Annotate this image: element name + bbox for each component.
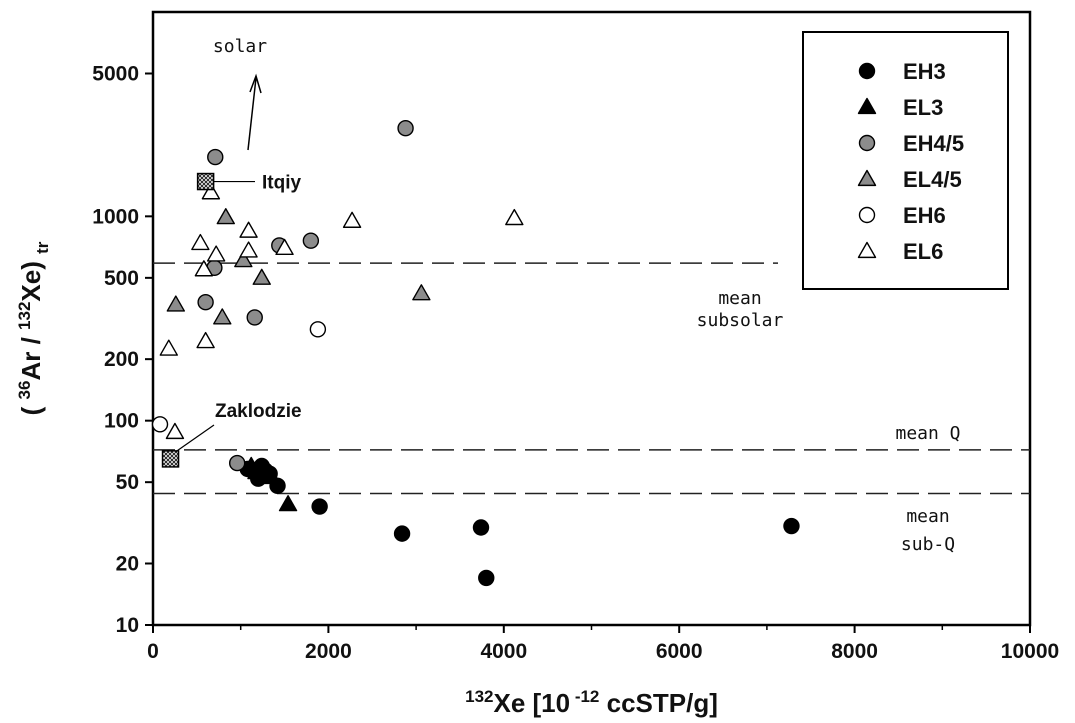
point-el6	[201, 183, 221, 200]
leader-line-zaklodzie	[175, 424, 215, 453]
point-el6	[196, 331, 215, 349]
point-eh3	[478, 569, 495, 587]
x-tick-label: 0	[147, 640, 159, 663]
y-tick-label: 50	[116, 471, 139, 494]
reference-label-mean-sub-q: sub-Q	[901, 534, 955, 555]
reference-label-mean-sub-q: mean	[906, 506, 949, 527]
point-el6	[159, 339, 178, 356]
point-eh3	[393, 525, 411, 542]
point-el4-5	[166, 295, 186, 312]
reference-label-mean-q: mean Q	[895, 423, 960, 444]
x-tick-label: 4000	[480, 640, 527, 663]
legend-label-el4-5: EL4/5	[903, 167, 962, 192]
solar-arrow-head	[249, 73, 262, 94]
y-title-sub: tr	[33, 241, 52, 254]
label-itqiy: Itqiy	[262, 173, 301, 194]
point-el4-5	[412, 284, 431, 301]
point-el4-5	[252, 268, 271, 285]
legend-marker-eh4-5	[858, 134, 876, 152]
point-el6	[194, 260, 214, 277]
point-el4-5	[234, 250, 253, 268]
point-el4-5	[216, 208, 235, 225]
reference-label-mean-subsolar: subsolar	[697, 310, 784, 331]
legend-label-eh4-5: EH4/5	[903, 131, 964, 156]
point-el6	[505, 208, 524, 226]
legend-box	[802, 31, 1009, 290]
point-eh4-5	[207, 148, 224, 166]
point-el6	[239, 241, 258, 258]
x-axis-title: 132Xe [10 -12 ccSTP/g]	[465, 687, 718, 718]
point-el6	[239, 221, 258, 238]
y-tick-label: 1000	[92, 205, 139, 228]
x-tick-label: 10000	[1001, 640, 1059, 663]
x-title-sup: 132	[465, 687, 493, 706]
x-tick-label: 2000	[305, 640, 352, 663]
legend-label-el3: EL3	[903, 95, 943, 120]
point-eh6	[151, 416, 169, 433]
point-eh3	[783, 517, 800, 535]
point-el6	[206, 245, 226, 262]
point-eh3	[311, 498, 328, 515]
y-tick-label: 200	[104, 348, 139, 371]
y-tick-label: 500	[104, 267, 139, 290]
y-title-part2: Xe)	[16, 254, 46, 302]
point-el4-5	[213, 308, 232, 325]
legend-label-eh6: EH6	[903, 203, 946, 228]
x-title-tail: ccSTP/g]	[599, 688, 717, 718]
point-eh4-5	[246, 309, 263, 326]
point-eh4-5	[228, 454, 246, 472]
y-title-open: (	[16, 399, 46, 415]
point-eh4-5	[397, 119, 414, 137]
x-title-main: Xe [10	[493, 688, 570, 718]
point-el6	[165, 422, 185, 440]
special-point-itqiy	[196, 172, 215, 191]
point-el6	[342, 211, 362, 228]
point-el3	[278, 495, 298, 512]
reference-label-mean-subsolar: mean	[718, 288, 761, 309]
legend-marker-el4-5	[857, 169, 877, 187]
x-tick-label: 8000	[831, 640, 878, 663]
y-tick-label: 5000	[92, 63, 139, 86]
annotation-solar: solar	[213, 36, 267, 57]
y-tick-label: 10	[116, 614, 139, 637]
y-tick-label: 100	[104, 410, 139, 433]
y-title-sup2: 132	[15, 302, 34, 330]
y-title-sup1: 36	[15, 381, 34, 400]
point-el6	[191, 233, 210, 251]
point-eh3	[472, 519, 490, 536]
legend-label-el6: EL6	[903, 239, 943, 264]
label-zaklodzie: Zaklodzie	[215, 401, 302, 422]
point-eh4-5	[302, 232, 320, 249]
legend-marker-el3	[857, 97, 877, 115]
y-axis-title: ( 36Ar / 132Xe) tr	[15, 241, 52, 415]
solar-arrow-shaft	[247, 77, 257, 151]
point-el6	[275, 238, 294, 256]
point-el3	[247, 462, 266, 480]
special-point-zaklodzie	[161, 450, 180, 468]
x-title-sup2: -12	[570, 687, 599, 706]
point-el3	[262, 467, 281, 485]
legend-marker-eh6	[858, 206, 876, 224]
legend-label-eh3: EH3	[903, 59, 946, 84]
point-eh6	[309, 321, 327, 338]
legend-marker-el6	[857, 241, 877, 259]
y-tick-label: 20	[116, 552, 139, 575]
point-eh4-5	[197, 293, 214, 311]
x-tick-label: 6000	[656, 640, 703, 663]
y-title-part1: Ar /	[16, 330, 46, 381]
legend-marker-eh3	[858, 62, 876, 80]
